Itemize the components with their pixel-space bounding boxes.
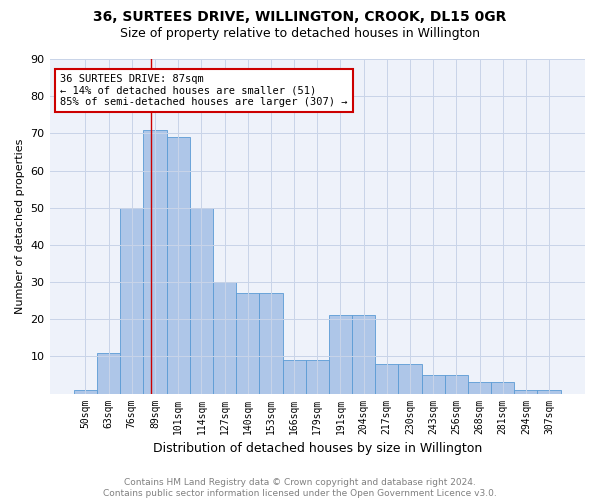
Bar xyxy=(236,293,259,394)
Y-axis label: Number of detached properties: Number of detached properties xyxy=(15,138,25,314)
Text: 36 SURTEES DRIVE: 87sqm
← 14% of detached houses are smaller (51)
85% of semi-de: 36 SURTEES DRIVE: 87sqm ← 14% of detache… xyxy=(60,74,348,108)
Bar xyxy=(143,130,167,394)
Bar xyxy=(329,316,352,394)
Bar xyxy=(305,360,329,394)
Bar xyxy=(398,364,422,394)
Text: Size of property relative to detached houses in Willington: Size of property relative to detached ho… xyxy=(120,28,480,40)
Bar xyxy=(375,364,398,394)
Bar xyxy=(538,390,560,394)
Bar xyxy=(445,375,468,394)
Bar xyxy=(422,375,445,394)
Bar xyxy=(491,382,514,394)
Bar xyxy=(213,282,236,394)
Bar xyxy=(190,208,213,394)
Bar xyxy=(259,293,283,394)
Bar xyxy=(514,390,538,394)
Bar xyxy=(352,316,375,394)
Bar xyxy=(283,360,305,394)
Text: Contains HM Land Registry data © Crown copyright and database right 2024.
Contai: Contains HM Land Registry data © Crown c… xyxy=(103,478,497,498)
Bar xyxy=(97,352,120,394)
Bar xyxy=(167,137,190,394)
Bar xyxy=(468,382,491,394)
Bar xyxy=(74,390,97,394)
Bar xyxy=(120,208,143,394)
X-axis label: Distribution of detached houses by size in Willington: Distribution of detached houses by size … xyxy=(152,442,482,455)
Text: 36, SURTEES DRIVE, WILLINGTON, CROOK, DL15 0GR: 36, SURTEES DRIVE, WILLINGTON, CROOK, DL… xyxy=(94,10,506,24)
